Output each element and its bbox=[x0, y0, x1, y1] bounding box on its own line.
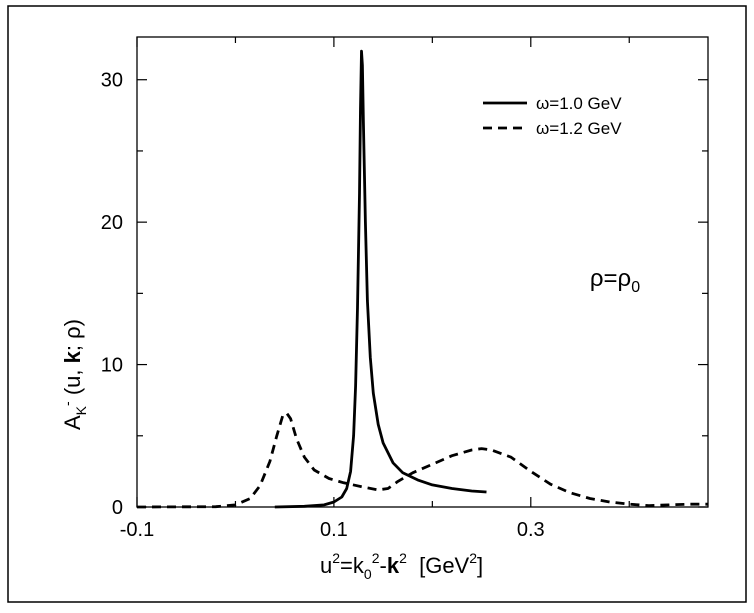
series-lines bbox=[136, 49, 708, 509]
y-label-args-open: (u, bbox=[60, 363, 85, 401]
x-axis-label: u2=k02-k2 [GeV2] bbox=[320, 550, 483, 582]
y-label-bold-k: k bbox=[60, 350, 85, 363]
x-label-unit-close: ] bbox=[477, 553, 483, 578]
x-label-sup3: 2 bbox=[399, 550, 407, 566]
density-annotation: ρ=ρ0 bbox=[590, 265, 640, 296]
x-tick-label: 0.3 bbox=[517, 519, 545, 541]
axis-tick-labels: -0.1 0.1 0.3 0 10 20 30 bbox=[101, 70, 545, 541]
x-tick-label: 0.1 bbox=[320, 519, 348, 541]
legend-label-series-1: ω=1.0 GeV bbox=[536, 94, 622, 113]
plot-area-frame bbox=[136, 36, 709, 508]
y-axis-label: AK- (u, k; ρ) bbox=[59, 319, 89, 430]
x-label-unit-sup: 2 bbox=[469, 550, 477, 566]
y-tick-label: 0 bbox=[112, 497, 123, 519]
y-label-sub: K bbox=[73, 405, 89, 415]
legend: ω=1.0 GeV ω=1.2 GeV bbox=[483, 94, 622, 138]
legend-label-series-2: ω=1.2 GeV bbox=[536, 119, 622, 138]
x-label-sub: 0 bbox=[364, 566, 372, 582]
series-line-2 bbox=[136, 411, 708, 509]
y-tick-label: 20 bbox=[101, 212, 123, 234]
x-label-minus: - bbox=[380, 553, 387, 578]
series-line-1 bbox=[274, 49, 487, 509]
x-label-bold-k: k bbox=[387, 553, 400, 578]
y-label-base: A bbox=[60, 415, 85, 430]
y-tick-label: 30 bbox=[101, 70, 123, 92]
y-label-args-close: ; ρ) bbox=[60, 319, 85, 351]
y-label-sup: - bbox=[59, 401, 75, 406]
x-tick-label: -0.1 bbox=[120, 519, 154, 541]
y-tick-label: 10 bbox=[101, 355, 123, 377]
x-label-sup1: 2 bbox=[332, 550, 340, 566]
annotation-text: ρ=ρ bbox=[590, 265, 631, 292]
x-label-unit-open: [GeV bbox=[407, 553, 470, 578]
x-label-eq: =k bbox=[340, 553, 365, 578]
figure-border bbox=[7, 5, 747, 603]
x-label-sup2: 2 bbox=[372, 550, 380, 566]
annotation-subscript: 0 bbox=[631, 279, 640, 296]
x-label-base: u bbox=[320, 553, 332, 578]
